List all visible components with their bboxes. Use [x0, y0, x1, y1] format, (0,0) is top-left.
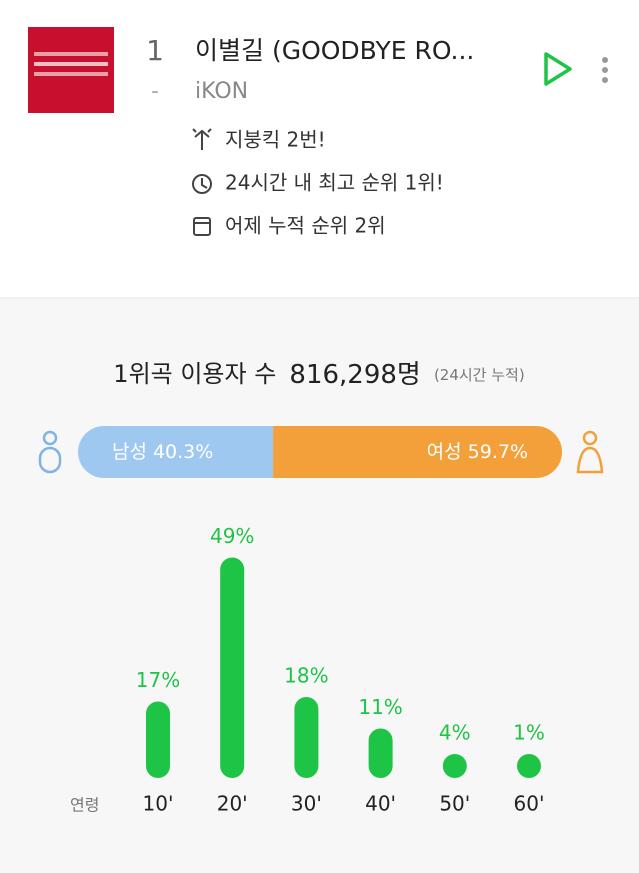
x-tick-label: 60' — [514, 792, 545, 816]
info-line: 어제 누적 순위 2위 — [225, 214, 386, 238]
value-label: 17% — [136, 668, 180, 692]
rank-change: - — [151, 79, 159, 104]
play-button[interactable] — [544, 52, 572, 86]
bar — [146, 701, 170, 778]
value-label: 4% — [439, 721, 471, 745]
x-tick-label: 20' — [217, 792, 248, 816]
value-label: 59.7% — [468, 441, 528, 463]
x-tick-label: 10' — [143, 792, 174, 816]
bar — [294, 697, 319, 778]
bar — [442, 754, 467, 778]
gender-bar — [273, 426, 562, 478]
artist[interactable]: iKON — [195, 79, 248, 104]
x-tick-label: 40' — [365, 792, 396, 816]
stats-title: 1위곡 이용자 수 816,298명 (24시간 누적) — [113, 360, 524, 390]
rank: 1 — [146, 34, 164, 67]
info-icons — [192, 128, 212, 236]
album-art[interactable] — [28, 27, 114, 113]
x-tick-label: 50' — [439, 792, 470, 816]
bar — [517, 754, 541, 778]
value-label: 18% — [284, 664, 328, 688]
info-line: 24시간 내 최고 순위 1위! — [225, 171, 444, 195]
gender-label: 여성 59.7% — [427, 441, 528, 463]
gender-label: 남성 40.3% — [112, 441, 213, 463]
stats-label: 1위곡 이용자 수 — [113, 360, 276, 388]
song-title[interactable]: 이별길 (GOODBYE RO... — [195, 36, 474, 65]
info-line: 지붕킥 2번! — [225, 128, 326, 152]
value-label: 11% — [358, 695, 402, 719]
gender-bar — [78, 426, 274, 478]
legend-label: 여성 — [427, 441, 462, 463]
bar — [220, 557, 245, 778]
more-button[interactable] — [602, 57, 608, 83]
legend-label: 남성 — [112, 441, 147, 463]
gender-icons — [38, 430, 604, 474]
x-axis-label: 연령 — [70, 796, 99, 815]
bar — [368, 728, 393, 778]
stats-note: (24시간 누적) — [434, 366, 525, 384]
value-label: 40.3% — [153, 441, 213, 463]
value-label: 49% — [210, 524, 254, 548]
stats-count: 816,298명 — [289, 360, 420, 390]
value-label: 1% — [513, 721, 545, 745]
x-tick-label: 30' — [291, 792, 322, 816]
